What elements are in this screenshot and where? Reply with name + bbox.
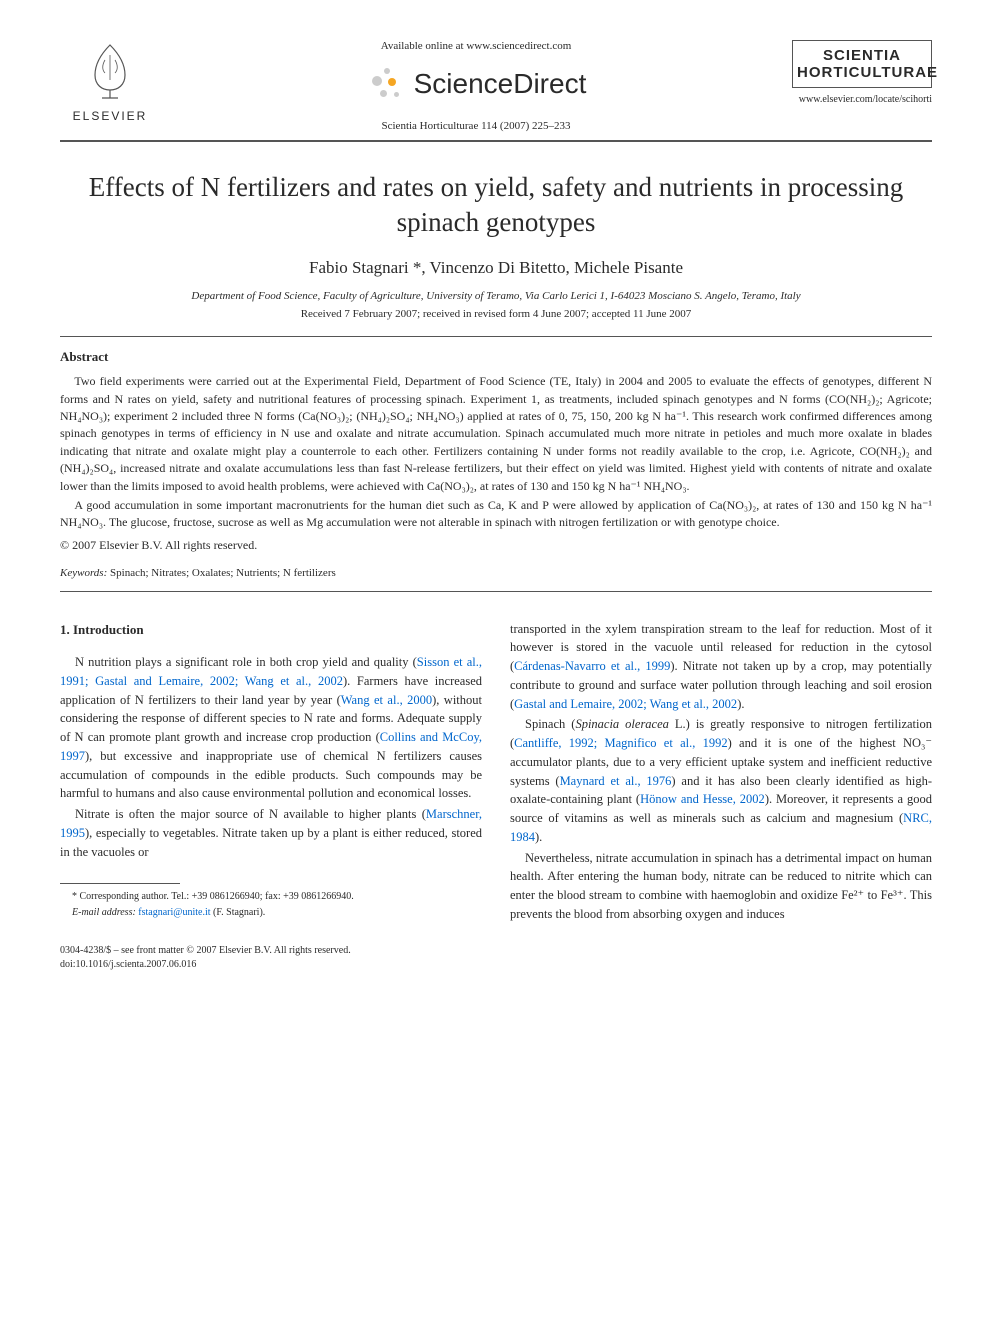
citation-text: Scientia Horticulturae 114 (2007) 225–23… — [160, 120, 792, 132]
doi-line: doi:10.1016/j.scienta.2007.06.016 — [60, 958, 932, 972]
abstract-p1: Two field experiments were carried out a… — [60, 373, 932, 495]
body-columns: 1. Introduction N nutrition plays a sign… — [60, 620, 932, 926]
email-footnote: E-mail address: fstagnari@unite.it (F. S… — [60, 906, 482, 920]
corresponding-footnote: * Corresponding author. Tel.: +39 086126… — [60, 890, 482, 904]
abstract-top-rule — [60, 336, 932, 337]
intro-heading: 1. Introduction — [60, 620, 482, 640]
citation-link[interactable]: Cantliffe, 1992; Magnifico et al., 1992 — [514, 736, 727, 750]
col1-p2: Nitrate is often the major source of N a… — [60, 805, 482, 861]
journal-homepage: www.elsevier.com/locate/scihorti — [792, 94, 932, 105]
col1-p1: N nutrition plays a significant role in … — [60, 653, 482, 803]
citation-link[interactable]: Hönow and Hesse, 2002 — [640, 792, 765, 806]
journal-block: SCIENTIA HORTICULTURAE www.elsevier.com/… — [792, 40, 932, 105]
sciencedirect-row: ScienceDirect — [160, 64, 792, 104]
column-left: 1. Introduction N nutrition plays a sign… — [60, 620, 482, 926]
affiliation: Department of Food Science, Faculty of A… — [60, 290, 932, 302]
keywords-text: Spinach; Nitrates; Oxalates; Nutrients; … — [107, 567, 336, 579]
abstract-p2: A good accumulation in some important ma… — [60, 497, 932, 532]
journal-name-2: HORTICULTURAE — [797, 64, 927, 81]
sciencedirect-block: Available online at www.sciencedirect.co… — [160, 40, 792, 132]
col2-p3: Nevertheless, nitrate accumulation in sp… — [510, 849, 932, 924]
header-bar: ELSEVIER Available online at www.science… — [60, 40, 932, 132]
authors: Fabio Stagnari *, Vincenzo Di Bitetto, M… — [60, 258, 932, 278]
col2-p1: transported in the xylem transpiration s… — [510, 620, 932, 714]
column-right: transported in the xylem transpiration s… — [510, 620, 932, 926]
abstract-bottom-rule — [60, 591, 932, 592]
available-online-text: Available online at www.sciencedirect.co… — [160, 40, 792, 52]
abstract-body: Two field experiments were carried out a… — [60, 373, 932, 532]
copyright: © 2007 Elsevier B.V. All rights reserved… — [60, 538, 932, 553]
elsevier-label: ELSEVIER — [60, 109, 160, 123]
journal-logo: SCIENTIA HORTICULTURAE — [792, 40, 932, 88]
col2-p2: Spinach (Spinacia oleracea L.) is greatl… — [510, 715, 932, 846]
article-dates: Received 7 February 2007; received in re… — [60, 308, 932, 320]
keywords-label: Keywords: — [60, 567, 107, 579]
sciencedirect-icon — [366, 64, 406, 104]
citation-link[interactable]: Maynard et al., 1976 — [560, 774, 672, 788]
bottom-info: 0304-4238/$ – see front matter © 2007 El… — [60, 944, 932, 972]
email-link[interactable]: fstagnari@unite.it — [136, 907, 211, 918]
article-title: Effects of N fertilizers and rates on yi… — [60, 170, 932, 240]
header-rule — [60, 140, 932, 142]
citation-link[interactable]: Cárdenas-Navarro et al., 1999 — [514, 659, 670, 673]
journal-name-1: SCIENTIA — [797, 47, 927, 64]
citation-link[interactable]: Gastal and Lemaire, 2002; Wang et al., 2… — [514, 697, 737, 711]
keywords-line: Keywords: Spinach; Nitrates; Oxalates; N… — [60, 567, 932, 579]
front-matter-line: 0304-4238/$ – see front matter © 2007 El… — [60, 944, 932, 958]
sciencedirect-name: ScienceDirect — [414, 68, 587, 100]
elsevier-logo: ELSEVIER — [60, 40, 160, 123]
elsevier-tree-icon — [80, 40, 140, 100]
citation-link[interactable]: Wang et al., 2000 — [341, 693, 432, 707]
abstract-heading: Abstract — [60, 349, 932, 365]
footnote-rule — [60, 883, 180, 884]
